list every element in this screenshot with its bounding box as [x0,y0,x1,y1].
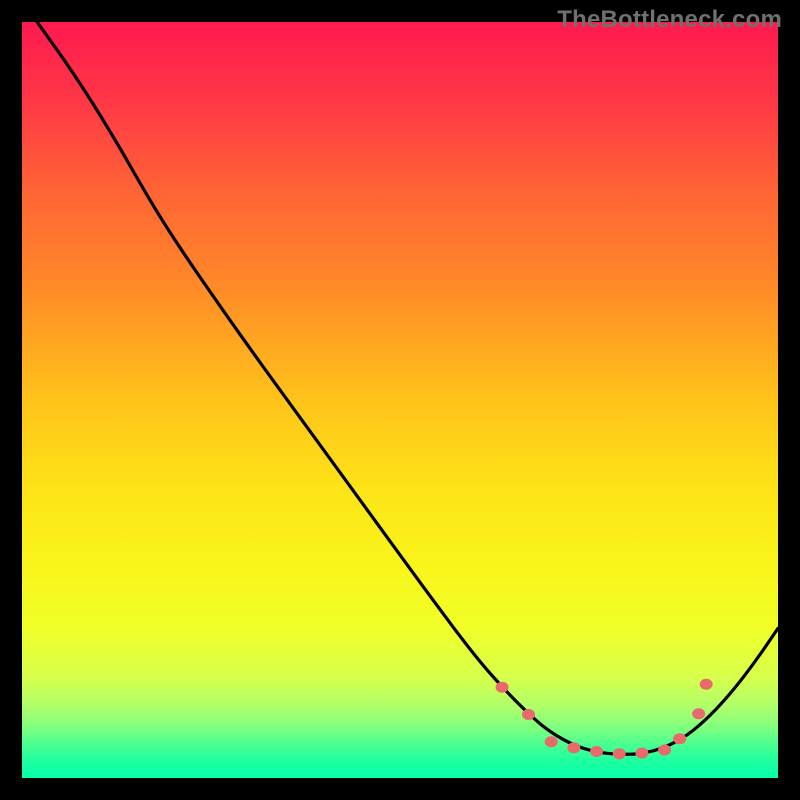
plot-area [22,22,778,778]
watermark-text: TheBottleneck.com [557,6,782,34]
gradient-background [22,22,778,778]
marker-dot [590,746,603,757]
marker-dot [700,679,713,690]
marker-dot [496,682,509,693]
marker-dot [658,745,671,756]
marker-dot [613,748,626,759]
marker-dot [673,733,686,744]
marker-dot [545,736,558,747]
chart-container: TheBottleneck.com [0,0,800,800]
marker-dot [567,742,580,753]
marker-dot [635,748,648,759]
marker-dot [692,708,705,719]
marker-dot [522,709,535,720]
plot-svg [22,22,778,778]
